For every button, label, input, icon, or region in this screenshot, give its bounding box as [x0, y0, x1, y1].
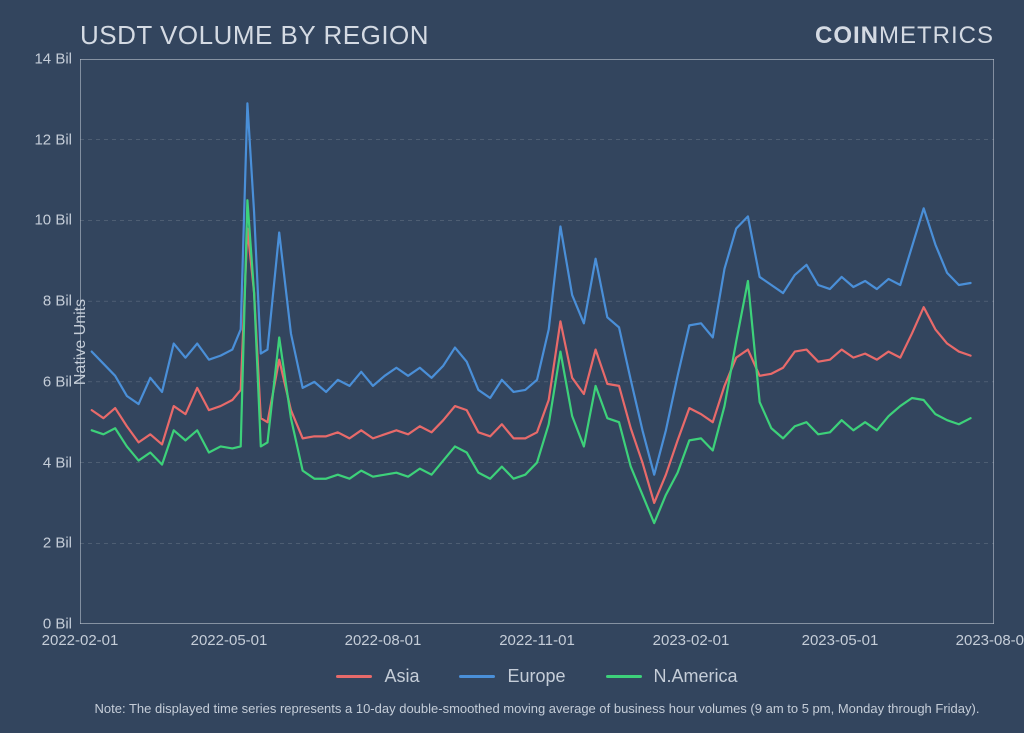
legend-item-europe: Europe [459, 666, 565, 687]
logo-bold: COIN [815, 22, 879, 49]
x-tick-label: 2023-05-01 [802, 632, 879, 649]
legend-swatch [336, 675, 372, 678]
y-tick-label: 12 Bil [34, 131, 72, 148]
x-tick-label: 2022-05-01 [191, 632, 268, 649]
x-tick-label: 2023-08-01 [956, 632, 1024, 649]
chart-title: USDT VOLUME BY REGION [80, 20, 429, 51]
legend-label: N.America [654, 666, 738, 687]
legend-swatch [606, 675, 642, 678]
y-tick-label: 2 Bil [43, 535, 72, 552]
legend-label: Europe [507, 666, 565, 687]
chart-header: USDT VOLUME BY REGION COINMETRICS [30, 20, 994, 51]
chart-container: USDT VOLUME BY REGION COINMETRICS Native… [0, 0, 1024, 733]
logo-light: METRICS [879, 22, 994, 49]
y-tick-label: 0 Bil [43, 616, 72, 633]
legend-swatch [459, 675, 495, 678]
y-axis-label: Native Units [72, 298, 90, 384]
y-tick-label: 14 Bil [34, 51, 72, 68]
legend-item-namerica: N.America [606, 666, 738, 687]
brand-logo: COINMETRICS [815, 22, 994, 50]
chart-footnote: Note: The displayed time series represen… [80, 701, 994, 716]
x-tick-label: 2022-11-01 [499, 632, 575, 649]
legend-item-asia: Asia [336, 666, 419, 687]
x-tick-label: 2023-02-01 [653, 632, 730, 649]
y-tick-label: 4 Bil [43, 454, 72, 471]
x-tick-label: 2022-08-01 [345, 632, 422, 649]
series-line-namerica [92, 200, 971, 523]
plot-area: Native Units 0 Bil2 Bil4 Bil6 Bil8 Bil10… [80, 59, 994, 624]
series-line-asia [92, 229, 971, 503]
legend: Asia Europe N.America [80, 666, 994, 687]
y-tick-label: 6 Bil [43, 373, 72, 390]
legend-label: Asia [384, 666, 419, 687]
x-tick-label: 2022-02-01 [42, 632, 119, 649]
series-line-europe [92, 103, 971, 474]
chart-svg [80, 59, 994, 624]
y-tick-label: 10 Bil [34, 212, 72, 229]
y-tick-label: 8 Bil [43, 293, 72, 310]
